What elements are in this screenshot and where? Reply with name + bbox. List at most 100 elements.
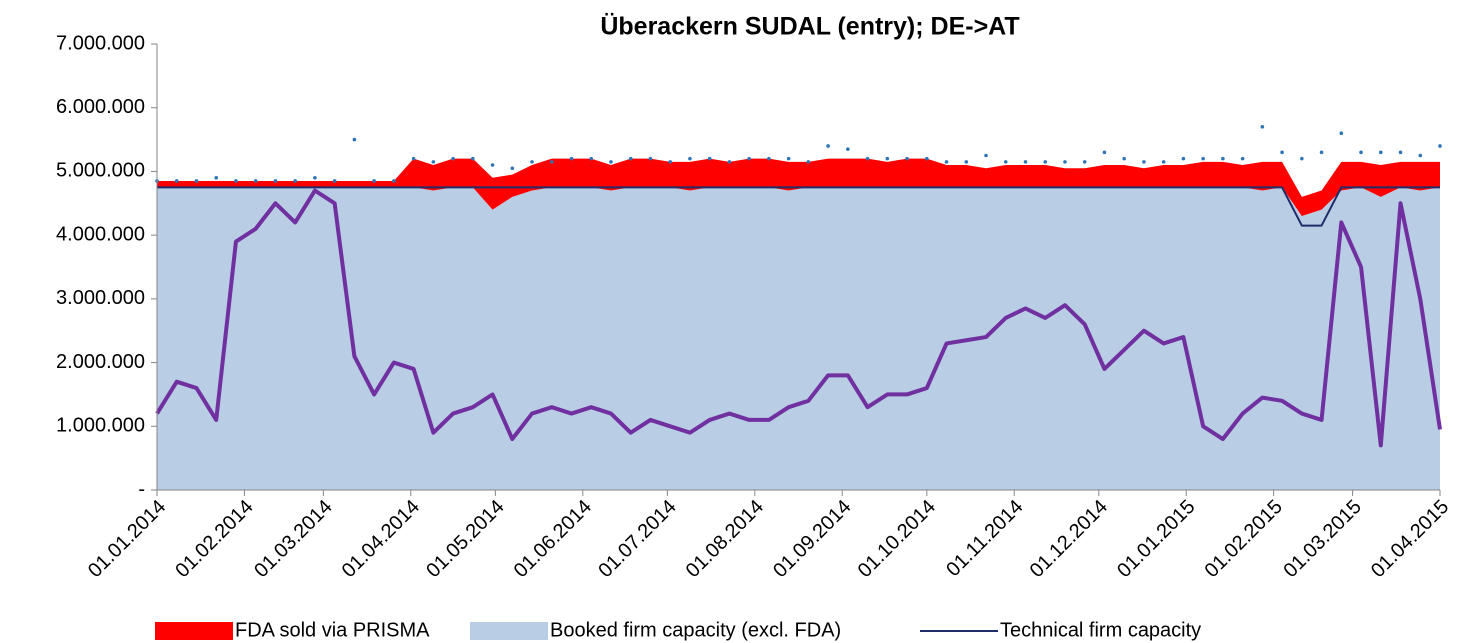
dot xyxy=(372,179,376,183)
dot xyxy=(1359,150,1363,155)
y-tick-label: - xyxy=(138,478,145,500)
y-tick-label: 3.000.000 xyxy=(56,287,145,309)
x-tick-label: 01.04.2015 xyxy=(1367,496,1453,582)
dot xyxy=(786,156,791,161)
dot xyxy=(392,179,396,183)
dot xyxy=(865,156,870,161)
plot-area xyxy=(155,125,1442,490)
dot xyxy=(431,160,436,164)
dot xyxy=(628,156,633,161)
chart-title: Überackern SUDAL (entry); DE->AT xyxy=(600,12,1019,41)
dot xyxy=(1161,160,1166,164)
dot xyxy=(253,179,258,183)
y-tick-label: 4.000.000 xyxy=(56,223,145,245)
dot xyxy=(451,156,455,161)
x-tick-label: 01.05.2014 xyxy=(422,496,508,582)
dot xyxy=(490,163,495,167)
dot xyxy=(194,179,199,183)
area xyxy=(157,187,1440,490)
dot xyxy=(609,160,613,164)
x-tick-label: 01.08.2014 xyxy=(682,496,768,582)
dot xyxy=(214,176,219,180)
dot xyxy=(589,156,594,161)
legend-swatch xyxy=(155,622,233,640)
x-tick-label: 01.11.2014 xyxy=(942,496,1027,581)
dot xyxy=(352,137,357,142)
dot xyxy=(905,156,909,161)
dot xyxy=(1418,153,1423,158)
dot xyxy=(530,160,534,164)
dot xyxy=(1300,156,1304,161)
x-tick-label: 01.03.2015 xyxy=(1280,496,1366,582)
dot xyxy=(1240,156,1245,161)
line xyxy=(155,188,1442,448)
dot xyxy=(174,179,179,183)
dot xyxy=(293,179,297,183)
dot xyxy=(885,156,890,161)
y-tick-label: 5.000.000 xyxy=(56,160,145,182)
x-tick-label: 01.03.2014 xyxy=(250,496,336,582)
dot xyxy=(471,156,475,161)
dot xyxy=(925,156,929,161)
x-tick-label: 01.07.2014 xyxy=(594,496,680,582)
dot xyxy=(688,156,692,161)
dot xyxy=(1339,131,1344,135)
x-tick-label: 01.12.2014 xyxy=(1026,496,1112,582)
dot xyxy=(1378,150,1383,155)
x-tick-label: 01.01.2015 xyxy=(1113,496,1199,582)
dot xyxy=(767,156,771,161)
dot xyxy=(1221,156,1225,161)
legend-label: Technical firm capacity xyxy=(1000,619,1201,641)
dot xyxy=(1438,144,1442,148)
dot xyxy=(1102,150,1107,155)
dot xyxy=(846,147,850,151)
dot xyxy=(747,156,751,161)
dot xyxy=(1398,150,1403,155)
legend-label: Booked firm capacity (excl. FDA) xyxy=(550,619,841,641)
dot xyxy=(668,160,672,164)
dot xyxy=(1023,160,1028,164)
legend-swatch xyxy=(470,622,548,640)
dot xyxy=(1082,160,1087,164)
dot xyxy=(332,179,337,183)
dot xyxy=(1181,156,1186,161)
dot xyxy=(569,156,574,161)
dot xyxy=(806,160,811,164)
dot xyxy=(411,156,416,161)
x-tick-label: 01.10.2014 xyxy=(854,496,940,582)
dot xyxy=(510,166,515,171)
dot xyxy=(1043,160,1048,164)
dot xyxy=(648,156,653,161)
dot xyxy=(1063,160,1067,164)
x-tick-label: 01.02.2015 xyxy=(1201,496,1287,582)
x-tick-label: 01.06.2014 xyxy=(510,496,596,582)
dot xyxy=(549,160,554,164)
legend: FDA sold via PRISMA Booked firm capacity … xyxy=(155,619,1201,641)
line xyxy=(157,186,1440,227)
dot xyxy=(234,179,238,183)
dot xyxy=(313,176,317,180)
dot xyxy=(1003,160,1008,164)
dot xyxy=(707,156,712,161)
y-tick-label: 1.000.000 xyxy=(56,415,145,437)
x-tick-label: 01.02.2014 xyxy=(171,496,257,582)
dot xyxy=(727,160,732,164)
x-tick-label: 01.04.2014 xyxy=(338,496,424,582)
dot xyxy=(1260,125,1265,129)
x-tick-label: 01.01.2014 xyxy=(84,496,170,582)
x-tick-label: 01.09.2014 xyxy=(769,496,855,582)
y-tick-label: 2.000.000 xyxy=(56,351,145,373)
dot xyxy=(1319,150,1324,155)
dot xyxy=(826,144,830,148)
dot xyxy=(984,153,988,158)
y-tick-label: 7.000.000 xyxy=(56,32,145,54)
dot xyxy=(1142,160,1146,164)
dot xyxy=(1122,156,1126,161)
y-tick-label: 6.000.000 xyxy=(56,96,145,118)
legend-label: FDA sold via PRISMA xyxy=(235,619,430,641)
dot xyxy=(273,179,278,183)
dot xyxy=(964,160,969,164)
dot xyxy=(1201,156,1205,161)
dot xyxy=(1280,150,1284,155)
